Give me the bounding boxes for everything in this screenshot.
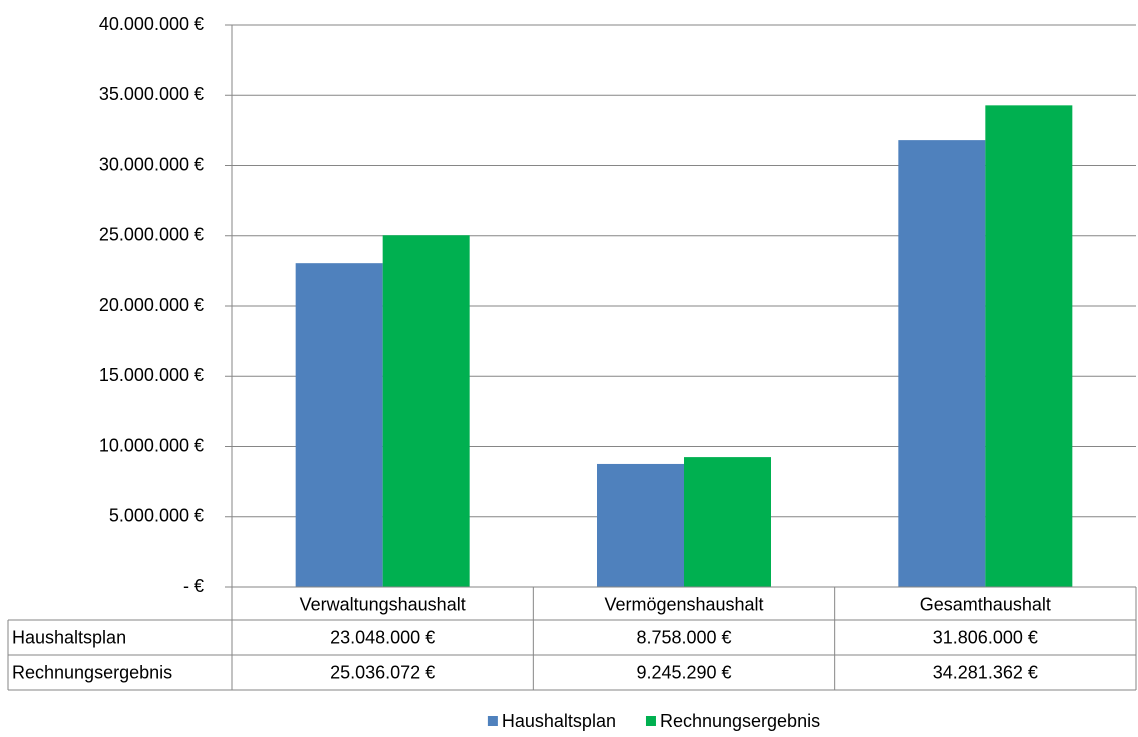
x-tick-label: Verwaltungshaushalt [300,594,466,614]
y-tick-label: 40.000.000 € [99,14,204,34]
bar [295,263,383,587]
y-tick-label: 25.000.000 € [99,225,204,245]
bar [985,105,1073,587]
y-tick-label: 5.000.000 € [109,506,204,526]
y-tick-label: 10.000.000 € [99,435,204,455]
x-tick-label: Gesamthaushalt [920,594,1051,614]
legend: Haushaltsplan Rechnungsergebnis [487,711,820,731]
legend-label: Haushaltsplan [502,711,616,731]
y-tick-label: 15.000.000 € [99,365,204,385]
legend-swatch [645,716,656,726]
x-tick-label: Vermögenshaushalt [604,594,763,614]
table-cell: 9.245.290 € [636,662,731,682]
table-row-label: Rechnungsergebnis [12,662,172,682]
bar [597,463,684,587]
y-tick-label: 35.000.000 € [99,84,204,104]
bar [382,235,470,587]
y-tick-label: 20.000.000 € [99,295,204,315]
table-cell: 23.048.000 € [330,627,435,647]
table-cell: 8.758.000 € [636,627,731,647]
legend-label: Rechnungsergebnis [660,711,820,731]
table-cell: 34.281.362 € [933,662,1038,682]
table-row-label: Haushaltsplan [12,627,126,647]
y-tick-label: - € [183,576,204,596]
y-tick-label: 30.000.000 € [99,154,204,174]
table-cell: 25.036.072 € [330,662,435,682]
bar [898,140,986,587]
table-cell: 31.806.000 € [933,627,1038,647]
bar [684,457,771,587]
legend-swatch [487,716,498,726]
